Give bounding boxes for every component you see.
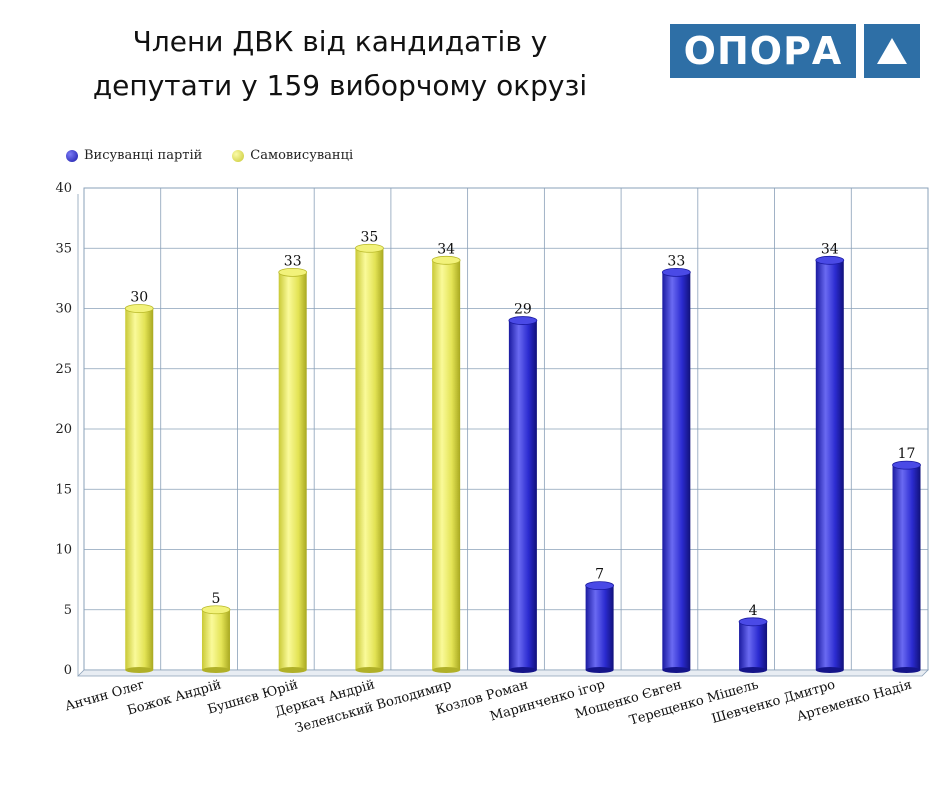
- bar-base: [125, 667, 154, 673]
- logo-text: ОПОРА: [670, 24, 856, 78]
- y-tick-label: 15: [55, 482, 72, 497]
- legend-swatch-party: [66, 149, 78, 162]
- chart-title: Члени ДВК від кандидатів у депутати у 15…: [92, 25, 588, 102]
- y-tick-label: 30: [55, 302, 72, 317]
- bar: 17: [892, 446, 921, 673]
- data-label: 29: [514, 302, 532, 318]
- legend-swatch-self: [232, 149, 245, 162]
- bar-base: [355, 667, 384, 673]
- bar-cap: [355, 243, 384, 253]
- bar-base: [662, 667, 691, 673]
- bar: 7: [585, 567, 615, 673]
- data-label: 33: [284, 253, 302, 269]
- y-tick-label: 0: [64, 663, 72, 678]
- bar-base: [508, 667, 537, 673]
- y-tick-label: 5: [64, 603, 72, 618]
- data-label: 35: [361, 229, 379, 245]
- data-label: 33: [667, 253, 685, 269]
- data-label: 30: [130, 290, 148, 306]
- bar-cap: [431, 255, 461, 265]
- bar-base: [815, 667, 844, 673]
- bar-base: [585, 667, 614, 673]
- bar-body: [585, 585, 614, 670]
- bar-base: [892, 667, 921, 673]
- bar-body: [892, 465, 921, 670]
- legend: Висуванці партій Самовисуванці: [66, 148, 353, 163]
- data-label: 17: [898, 446, 916, 462]
- bar: 34: [431, 241, 461, 673]
- bar-body: [278, 272, 307, 670]
- bars: 30 5 33 35 34 29 7 33 4 34 17: [124, 229, 921, 673]
- bar-base: [201, 667, 230, 673]
- data-label: 4: [749, 603, 758, 619]
- bar: 33: [661, 253, 691, 673]
- bar-cap: [738, 617, 768, 627]
- opora-logo: ОПОРА: [670, 24, 920, 78]
- data-label: 34: [437, 241, 455, 257]
- data-label: 5: [212, 591, 221, 607]
- data-label: 7: [595, 567, 604, 583]
- data-label: 34: [821, 241, 839, 257]
- bar-body: [201, 609, 230, 670]
- bar-cap: [278, 267, 308, 277]
- y-axis: 0 5 10 15 20 25 30 35 40: [55, 181, 72, 678]
- bar-base: [432, 667, 461, 673]
- bar-base: [278, 667, 307, 673]
- bar-cap: [815, 255, 845, 265]
- bar: 4: [738, 603, 768, 673]
- bar-body: [662, 272, 691, 670]
- bar: 5: [201, 591, 231, 673]
- bar-cap: [585, 581, 615, 591]
- bar-cap: [892, 460, 921, 470]
- bar-body: [432, 260, 461, 670]
- bar-cap: [201, 605, 231, 615]
- legend-label-party: Висуванці партій: [84, 148, 203, 163]
- bar-body: [815, 260, 844, 670]
- bar-cap: [124, 304, 154, 313]
- bar-cap: [508, 316, 538, 325]
- y-tick-label: 10: [55, 543, 72, 558]
- y-tick-label: 35: [55, 241, 72, 256]
- triangle-icon: [864, 24, 920, 78]
- y-tick-label: 40: [55, 181, 72, 196]
- bar-body: [355, 248, 384, 670]
- y-tick-label: 25: [55, 362, 72, 377]
- legend-label-self: Самовисуванці: [250, 148, 354, 163]
- bar: 35: [355, 229, 384, 673]
- bar: 33: [278, 253, 308, 673]
- bar: 34: [815, 241, 845, 673]
- bar: 30: [124, 290, 154, 673]
- bar-body: [508, 320, 537, 670]
- grid: [77, 187, 929, 677]
- legend-item-party: Висуванці партій: [66, 148, 202, 163]
- bar-body: [125, 308, 154, 670]
- bar: 29: [508, 302, 538, 673]
- bar-base: [739, 667, 768, 673]
- legend-item-self: Самовисуванці: [232, 148, 353, 163]
- bar-body: [739, 621, 768, 670]
- bar-cap: [661, 267, 691, 277]
- y-tick-label: 20: [55, 422, 72, 437]
